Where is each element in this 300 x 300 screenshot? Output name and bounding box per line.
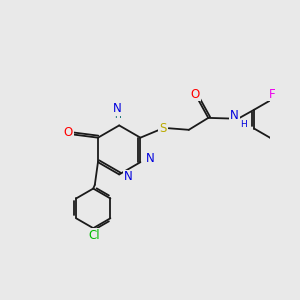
Text: H: H: [114, 111, 121, 120]
Text: N: N: [113, 102, 122, 115]
Text: H: H: [240, 120, 247, 129]
Text: S: S: [159, 122, 167, 135]
Text: N: N: [230, 110, 239, 122]
Text: N: N: [146, 152, 154, 165]
Text: Cl: Cl: [88, 229, 100, 242]
Text: O: O: [190, 88, 200, 100]
Text: N: N: [124, 170, 133, 183]
Text: O: O: [64, 127, 73, 140]
Text: F: F: [268, 88, 275, 100]
